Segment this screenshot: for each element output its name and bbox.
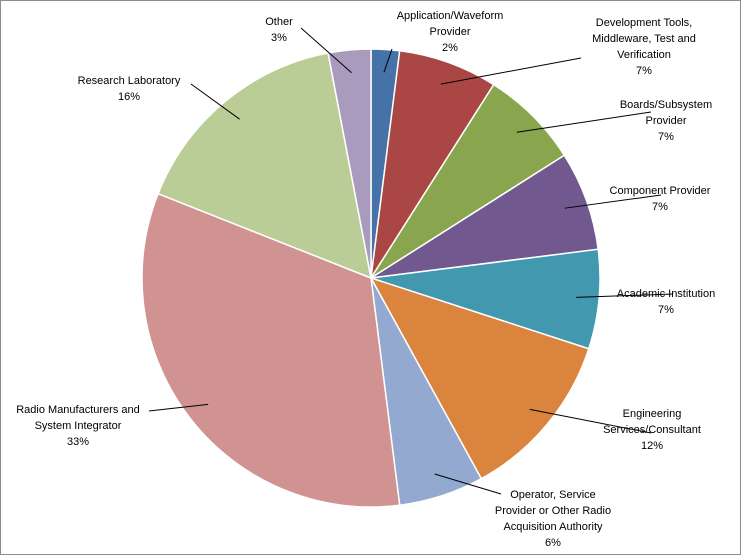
percent-label: 6% xyxy=(545,537,561,549)
percent-label: 7% xyxy=(652,201,668,213)
percent-label: 3% xyxy=(271,32,287,44)
category-label-line: Boards/Subsystem xyxy=(620,99,712,111)
leader-line-other xyxy=(300,27,352,74)
leader-line-engineering-services-consultant xyxy=(529,408,652,434)
category-label-line: Provider xyxy=(646,115,687,127)
label-engineering-services-consultant: Engineering Services/Consultant 12% xyxy=(603,408,701,452)
label-operator-service-provider-or-other-radio-acquisition-authority: Operator, Service Provider or Other Radio… xyxy=(495,489,611,549)
category-label-line: Verification xyxy=(617,49,671,61)
leader-line-research-laboratory xyxy=(190,83,240,120)
percent-label: 16% xyxy=(118,91,140,103)
percent-label: 33% xyxy=(67,436,89,448)
category-label-line: Research Laboratory xyxy=(78,75,181,87)
category-label-line: Services/Consultant xyxy=(603,424,701,436)
slice-research-laboratory xyxy=(157,52,372,280)
category-label-line: Operator, Service xyxy=(510,489,596,501)
leader-line-radio-manufacturers-and-system-integrator xyxy=(148,403,209,412)
slice-labels: Application/Waveform Provider 2% Developmen… xyxy=(16,10,715,549)
label-application-waveform-provider: Application/Waveform Provider 2% xyxy=(397,10,504,54)
category-label-line: System Integrator xyxy=(35,420,122,432)
category-label-line: Other xyxy=(265,16,293,28)
label-radio-manufacturers-and-system-integrator: Radio Manufacturers and System Integrator… xyxy=(16,404,140,448)
category-label-line: Radio Manufacturers and xyxy=(16,404,140,416)
label-boards-subsystem-provider: Boards/Subsystem Provider 7% xyxy=(620,99,712,143)
slice-other xyxy=(327,48,372,279)
pie-slices xyxy=(141,48,601,508)
percent-label: 7% xyxy=(636,65,652,77)
slice-radio-manufacturers-and-system-integrator xyxy=(141,192,401,508)
leader-line-application-waveform-provider xyxy=(383,48,393,73)
category-label-line: Acquisition Authority xyxy=(503,521,603,533)
category-label-line: Component Provider xyxy=(610,185,711,197)
leader-line-operator-service-provider-or-other-radio-acquisition-authority xyxy=(434,473,502,495)
category-label-line: Academic Institution xyxy=(617,288,715,300)
leader-line-development-tools-middleware-test-and-verification xyxy=(440,57,582,85)
leader-line-academic-institution xyxy=(576,293,674,298)
leader-line-component-provider xyxy=(564,194,662,209)
category-label-line: Development Tools, xyxy=(596,17,692,29)
category-label-line: Middleware, Test and xyxy=(592,33,696,45)
label-other: Other 3% xyxy=(265,16,293,44)
label-component-provider: Component Provider 7% xyxy=(610,185,711,213)
percent-label: 2% xyxy=(442,42,458,54)
category-label-line: Provider xyxy=(430,26,471,38)
percent-label: 7% xyxy=(658,131,674,143)
category-label-line: Engineering xyxy=(623,408,682,420)
label-research-laboratory: Research Laboratory 16% xyxy=(78,75,181,103)
slice-engineering-services-consultant xyxy=(369,276,590,480)
category-label-line: Application/Waveform xyxy=(397,10,504,22)
leader-line-boards-subsystem-provider xyxy=(516,111,652,133)
label-development-tools-middleware-test-and-verification: Development Tools, Middleware, Test and Ve… xyxy=(592,17,696,77)
leader-lines xyxy=(148,27,674,495)
percent-label: 12% xyxy=(641,440,663,452)
category-label-line: Provider or Other Radio xyxy=(495,505,611,517)
percent-label: 7% xyxy=(658,304,674,316)
label-academic-institution: Academic Institution 7% xyxy=(617,288,715,316)
